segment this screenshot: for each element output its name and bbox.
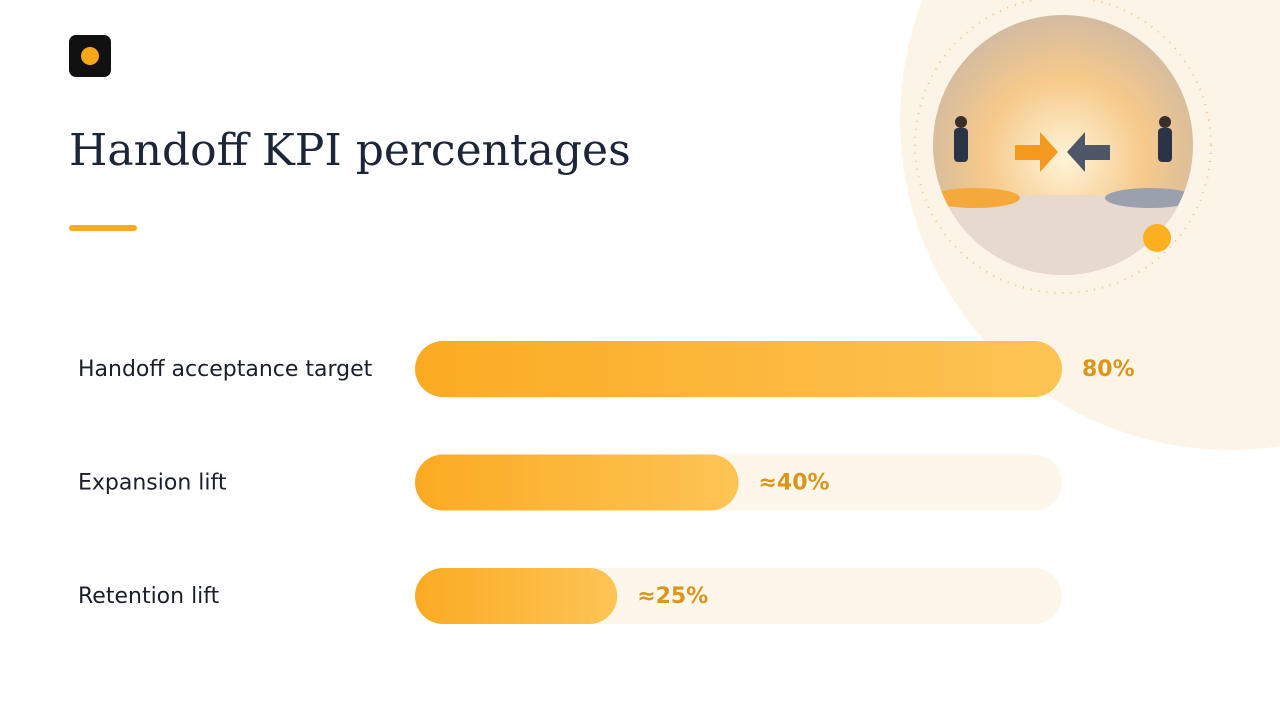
dotted-ring: [914, 0, 1212, 294]
logo-dot: [81, 47, 99, 65]
category-label: Retention lift: [78, 584, 220, 609]
value-label: ≈25%: [637, 584, 708, 609]
value-label: 80%: [1082, 357, 1135, 382]
value-label: ≈40%: [759, 471, 830, 496]
bar: [415, 341, 1062, 397]
accent-dot: [1143, 224, 1171, 252]
bar: [415, 568, 618, 624]
category-label: Handoff acceptance target: [78, 357, 373, 382]
title-underline: [69, 225, 137, 231]
bar: [415, 454, 739, 511]
category-label: Expansion lift: [78, 471, 227, 496]
chart-title: Handoff KPI percentages: [69, 125, 631, 176]
